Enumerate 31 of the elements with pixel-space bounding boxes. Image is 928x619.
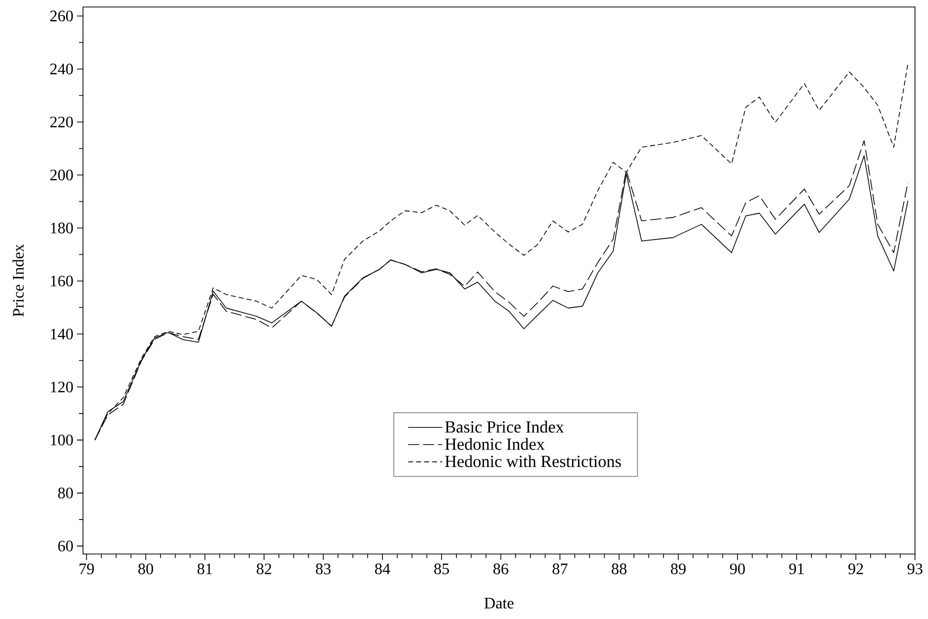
y-tick-label: 140 [50,328,73,340]
x-tick-label: 80 [138,564,154,574]
x-tick-label: 85 [434,564,449,574]
y-tick-label: 260 [50,10,73,22]
y-tick-label: 60 [58,540,73,552]
y-tick-label: 240 [50,64,73,74]
x-tick-label: 81 [198,564,212,574]
x-axis-title: Date [484,598,514,609]
legend-label: Hedonic with Restrictions [445,455,621,468]
y-tick-label: 120 [50,382,73,392]
y-axis-title: Price Index [12,244,24,317]
x-tick-label: 91 [789,564,804,574]
legend-label: Hedonic Index [445,438,545,450]
y-tick-label: 220 [50,116,73,128]
y-tick-label: 80 [58,488,73,498]
legend-label: Basic Price Index [445,420,564,433]
y-tick-label: 100 [50,434,73,446]
x-tick-label: 87 [552,564,568,574]
x-tick-label: 86 [493,564,508,574]
x-tick-label: 92 [848,564,863,574]
x-tick-label: 93 [908,564,922,574]
y-tick-label: 200 [50,170,73,180]
x-tick-label: 79 [80,564,94,574]
x-tick-label: 88 [612,564,626,574]
x-tick-label: 90 [730,564,745,574]
x-tick-label: 83 [316,564,331,574]
x-tick-label: 82 [256,564,272,574]
y-tick-label: 180 [50,222,73,234]
x-tick-label: 89 [670,564,686,574]
y-tick-label: 160 [50,276,73,286]
x-tick-label: 84 [375,564,390,574]
